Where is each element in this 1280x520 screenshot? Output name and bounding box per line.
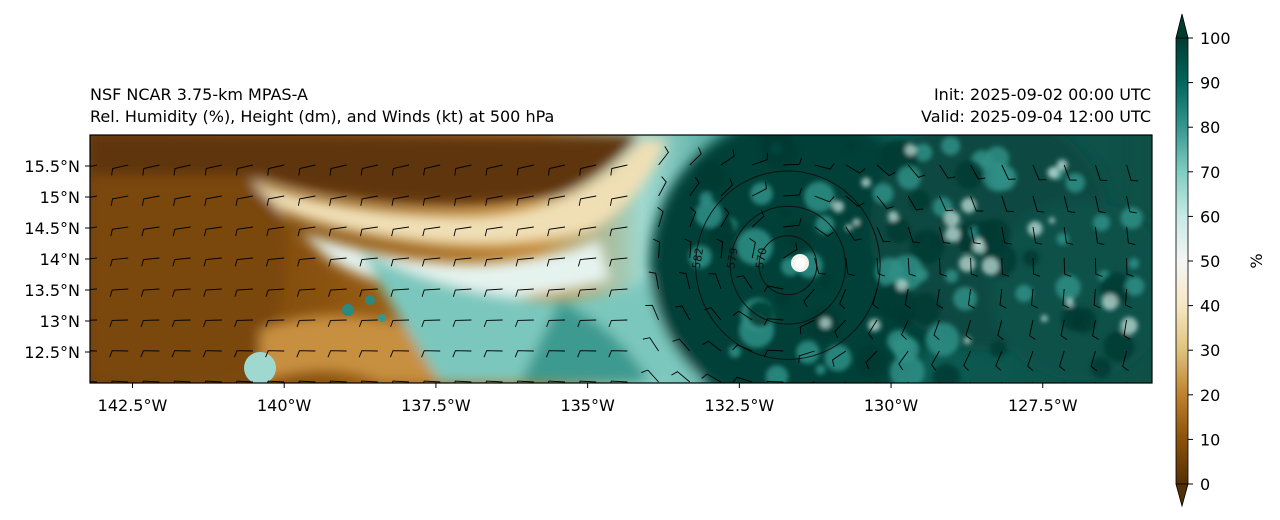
lon-tick-label: 142.5°W xyxy=(98,396,168,415)
init-time: Init: 2025-09-02 00:00 UTC xyxy=(933,85,1151,104)
colorbar-unit-label: % xyxy=(1247,253,1266,268)
colorbar-tick-label: 60 xyxy=(1200,207,1220,226)
longitude-axis: 142.5°W 140°W 137.5°W 135°W 132.5°W 130°W 127.… xyxy=(98,383,1078,415)
plot-title-left: NSF NCAR 3.75-km MPAS-A Rel. Humidity (%… xyxy=(90,84,554,128)
colorbar-tick-label: 90 xyxy=(1200,74,1220,93)
lat-tick-label: 13.5°N xyxy=(24,281,80,300)
lon-tick-label: 135°W xyxy=(560,396,615,415)
colorbar-tick-label: 0 xyxy=(1200,475,1210,494)
lat-tick-label: 15.5°N xyxy=(24,157,80,176)
latitude-axis: 15.5°N 15°N 14.5°N 14°N 13.5°N 13°N 12.5°N xyxy=(24,157,90,362)
colorbar-extend-min xyxy=(1175,483,1189,508)
field-description: Rel. Humidity (%), Height (dm), and Wind… xyxy=(90,107,555,126)
lon-tick-label: 127.5°W xyxy=(1008,396,1078,415)
height-contour-582 xyxy=(695,170,881,360)
humidity-field: 570 579 582 xyxy=(90,135,1152,383)
contour-label: 582 xyxy=(690,247,706,270)
colorbar-tick-label: 70 xyxy=(1200,163,1220,182)
lat-tick-label: 12.5°N xyxy=(24,343,80,362)
model-name: NSF NCAR 3.75-km MPAS-A xyxy=(90,85,308,104)
contour-label: 579 xyxy=(724,247,740,270)
colorbar-tick-label: 100 xyxy=(1200,29,1231,48)
lon-tick-label: 140°W xyxy=(257,396,312,415)
colorbar-extend-max xyxy=(1175,13,1189,39)
colorbar-tick-label: 10 xyxy=(1200,430,1220,449)
lat-tick-label: 13°N xyxy=(40,312,80,331)
height-contours: 570 579 582 xyxy=(690,170,881,360)
colorbar-tick-label: 40 xyxy=(1200,297,1220,316)
lat-tick-label: 15°N xyxy=(40,188,80,207)
colorbar-tick-label: 20 xyxy=(1200,386,1220,405)
colorbar: 0 10 20 30 40 50 60 70 80 90 100 % xyxy=(1175,13,1266,508)
plot-title-right: Init: 2025-09-02 00:00 UTC Valid: 2025-0… xyxy=(921,84,1151,128)
colorbar-gradient xyxy=(1175,37,1189,485)
colorbar-tick-label: 50 xyxy=(1200,252,1220,271)
lat-tick-label: 14.5°N xyxy=(24,219,80,238)
contour-label: 570 xyxy=(753,247,769,270)
lat-tick-label: 14°N xyxy=(40,250,80,269)
valid-time: Valid: 2025-09-04 12:00 UTC xyxy=(920,107,1151,126)
wind-barbs xyxy=(90,146,1139,383)
lon-tick-label: 132.5°W xyxy=(705,396,775,415)
lon-tick-label: 137.5°W xyxy=(401,396,471,415)
colorbar-tick-label: 30 xyxy=(1200,341,1220,360)
colorbar-tick-label: 80 xyxy=(1200,118,1220,137)
lon-tick-label: 130°W xyxy=(864,396,919,415)
height-contour-579 xyxy=(729,205,847,325)
